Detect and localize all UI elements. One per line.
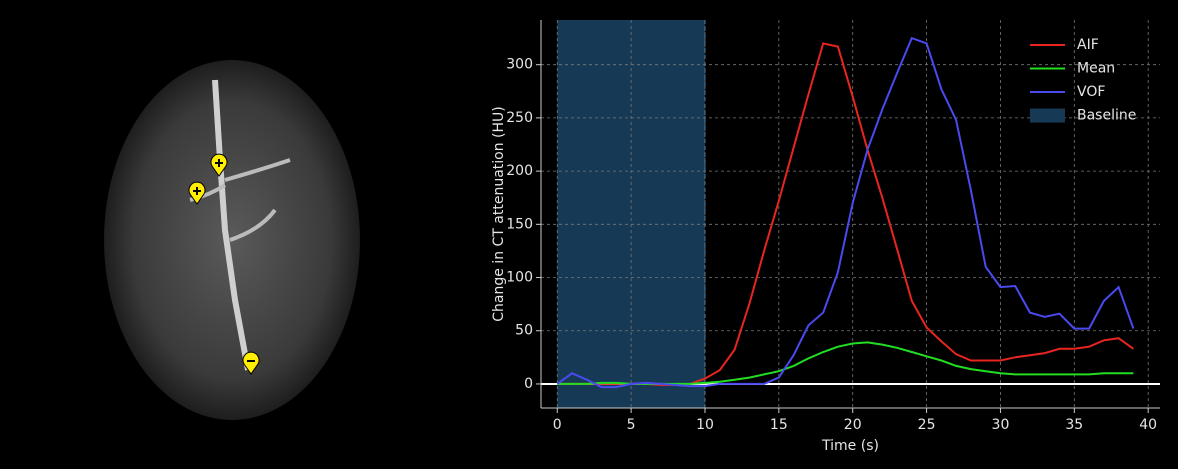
- x-tick-label: 30: [992, 417, 1010, 433]
- legend-swatch: [1030, 109, 1065, 123]
- x-tick-label: 15: [770, 417, 788, 433]
- page: {"chart_data": { "type": "line", "x_labe…: [0, 0, 1178, 465]
- chart: 0 5 10 15 20 25 30 35 40 0 50 100 150 200 250 300 Time (…: [491, 20, 1160, 454]
- y-tick-label: 0: [524, 376, 533, 392]
- x-tick-label: 20: [844, 417, 862, 433]
- x-tick-label: 35: [1065, 417, 1083, 433]
- brain-image: [104, 60, 360, 420]
- x-tick-label: 40: [1139, 417, 1157, 433]
- screen: 0 5 10 15 20 25 30 35 40 0 50 100 150 200 250 300 Time (…: [0, 0, 1178, 465]
- y-tick-label: 100: [506, 270, 533, 286]
- x-tick-label: 25: [918, 417, 936, 433]
- legend-label: AIF: [1077, 37, 1099, 53]
- x-tick-label: 5: [627, 417, 636, 433]
- x-tick-label: 10: [696, 417, 714, 433]
- y-tick-label: 200: [506, 163, 533, 179]
- legend-label: Baseline: [1077, 108, 1136, 124]
- x-tick-label: 0: [553, 417, 562, 433]
- y-tick-label: 50: [515, 323, 533, 339]
- legend-label: VOF: [1077, 84, 1105, 100]
- y-tick-label: 300: [506, 57, 533, 73]
- y-tick-label: 250: [506, 110, 533, 126]
- legend-label: Mean: [1077, 61, 1115, 77]
- x-axis-label: Time (s): [821, 438, 879, 454]
- y-tick-label: 150: [506, 216, 533, 232]
- y-axis-label: Change in CT attenuation (HU): [491, 106, 507, 322]
